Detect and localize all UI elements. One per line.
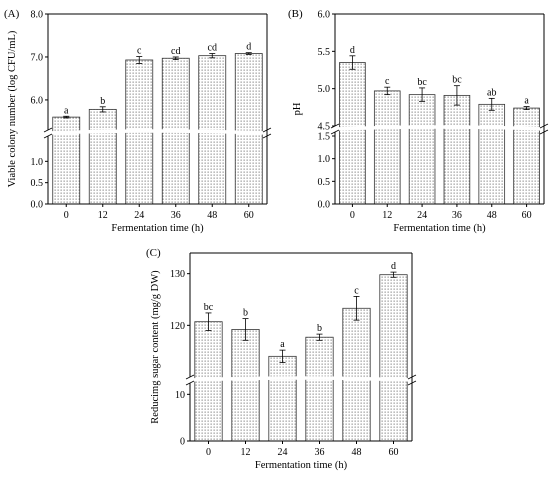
y-tick-label: 0.0 xyxy=(31,200,44,211)
significance-letter: d xyxy=(246,42,251,53)
bar xyxy=(339,62,366,205)
axis-break-mark xyxy=(185,374,195,380)
axis-break-gap xyxy=(334,125,545,131)
x-tick-label: 24 xyxy=(278,447,288,458)
x-tick-label: 0 xyxy=(350,210,355,221)
significance-letter: cd xyxy=(171,46,180,57)
significance-letter: bc xyxy=(452,75,462,86)
y-tick-label: 0.5 xyxy=(318,177,331,188)
significance-letter: b xyxy=(243,308,248,319)
y-tick-label: 0 xyxy=(180,437,185,448)
axis-break-mark xyxy=(262,127,272,133)
x-tick-label: 48 xyxy=(352,447,362,458)
x-tick-label: 12 xyxy=(241,447,251,458)
y-tick-label: 1.5 xyxy=(318,132,331,143)
y-axis-label: pH xyxy=(292,102,303,115)
x-tick-label: 12 xyxy=(98,210,108,221)
panel-b-ph-chart: d 0 c 12 bc 24 bc 36 ab 48 a 60 0.0 0.5 1.0 1.54.5 5.0 5.… xyxy=(288,8,549,234)
axis-break-mark xyxy=(539,123,549,129)
y-tick-label: 0.0 xyxy=(318,200,331,211)
bar xyxy=(52,116,81,205)
significance-letter: ab xyxy=(487,87,496,98)
significance-letter: c xyxy=(137,46,142,57)
y-tick-label: 6.0 xyxy=(318,10,331,21)
y-axis-label: Reducimg sugar content (mg/g DW) xyxy=(150,270,161,424)
x-tick-label: 24 xyxy=(417,210,427,221)
panel-label: (B) xyxy=(288,8,303,20)
axis-break-mark xyxy=(185,380,195,386)
bar xyxy=(408,94,436,205)
panel-c-reducing-sugar-chart: bc 0 b 12 a 24 b 36 c 48 d 60 0 10 120 130 Fermentation … xyxy=(146,247,417,471)
bar xyxy=(373,90,401,205)
bar xyxy=(234,53,263,205)
y-tick-label: 5.0 xyxy=(318,84,331,95)
x-tick-label: 36 xyxy=(452,210,462,221)
significance-letter: bc xyxy=(417,77,427,88)
y-tick-label: 4.5 xyxy=(318,122,331,133)
bar xyxy=(231,329,260,442)
significance-letter: b xyxy=(100,96,105,107)
y-tick-label: 5.5 xyxy=(318,47,331,58)
x-tick-label: 60 xyxy=(389,447,399,458)
bar xyxy=(513,107,540,205)
x-tick-label: 60 xyxy=(522,210,532,221)
significance-letter: bc xyxy=(204,302,214,313)
panel-label: (A) xyxy=(4,8,20,20)
bar xyxy=(268,355,297,442)
bar xyxy=(342,307,371,442)
axis-break-mark xyxy=(43,133,53,139)
significance-letter: cd xyxy=(208,43,217,54)
x-tick-label: 36 xyxy=(171,210,181,221)
x-tick-label: 36 xyxy=(315,447,325,458)
significance-letter: c xyxy=(354,285,359,296)
y-tick-label: 8.0 xyxy=(31,10,44,21)
x-tick-label: 0 xyxy=(206,447,211,458)
significance-letter: a xyxy=(280,339,285,350)
significance-letter: d xyxy=(391,261,396,272)
y-tick-label: 120 xyxy=(170,321,185,332)
bar xyxy=(443,94,471,205)
y-tick-label: 1.0 xyxy=(31,157,44,168)
y-tick-label: 10 xyxy=(175,390,185,401)
x-axis-label: Fermentation time (h) xyxy=(393,223,486,234)
axis-break-mark xyxy=(539,129,549,135)
significance-letter: a xyxy=(64,105,69,116)
y-axis-label: Viable colony number (log CFU/mL) xyxy=(7,30,18,187)
x-tick-label: 60 xyxy=(244,210,254,221)
bar xyxy=(478,103,506,205)
x-tick-label: 48 xyxy=(207,210,217,221)
panel-a-viable-colony-chart: a 0 b 12 c 24 cd 36 cd 48 d 60 0.0 0.5 1.0 6.0 7.0 8.0 Fer… xyxy=(4,8,272,234)
panel-label: (C) xyxy=(146,247,161,259)
x-axis-label: Fermentation time (h) xyxy=(255,460,348,471)
axis-break-gap xyxy=(189,376,413,382)
axis-break-mark xyxy=(407,374,417,380)
x-tick-label: 12 xyxy=(382,210,392,221)
y-tick-label: 130 xyxy=(170,269,185,280)
significance-letter: c xyxy=(385,76,390,87)
y-tick-label: 7.0 xyxy=(31,52,44,63)
axis-break-mark xyxy=(407,380,417,386)
x-tick-label: 24 xyxy=(134,210,144,221)
bar xyxy=(305,336,334,442)
bar xyxy=(379,274,408,442)
x-axis-label: Fermentation time (h) xyxy=(111,223,204,234)
significance-letter: d xyxy=(350,45,355,56)
y-tick-label: 0.5 xyxy=(31,178,44,189)
significance-letter: a xyxy=(524,96,529,107)
axis-break-mark xyxy=(43,127,53,133)
bar xyxy=(88,108,117,205)
axis-break-gap xyxy=(47,129,268,135)
significance-letter: b xyxy=(317,323,322,334)
x-tick-label: 0 xyxy=(64,210,69,221)
axis-break-mark xyxy=(262,133,272,139)
y-tick-label: 1.0 xyxy=(318,154,331,165)
x-tick-label: 48 xyxy=(487,210,497,221)
y-tick-label: 6.0 xyxy=(31,95,44,106)
axis-break-mark xyxy=(330,129,340,135)
